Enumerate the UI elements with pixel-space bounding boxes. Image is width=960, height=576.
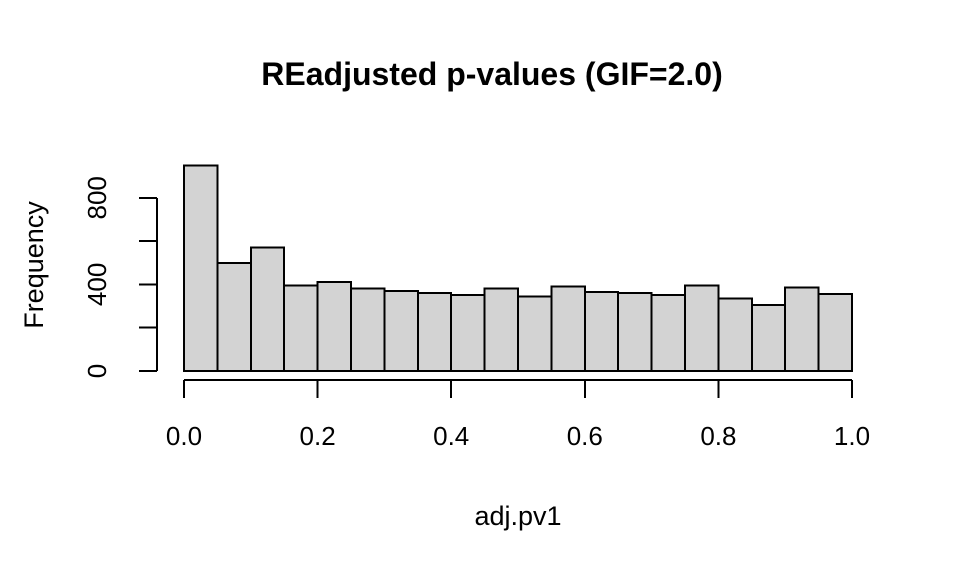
- histogram-bar: [750, 304, 787, 372]
- histogram-bar: [316, 281, 353, 373]
- histogram-bar: [383, 289, 419, 372]
- histogram-bar: [283, 284, 319, 372]
- histogram-bar: [350, 287, 386, 373]
- histogram-bar: [684, 284, 720, 372]
- histogram-bar: [483, 287, 520, 373]
- x-tick-label: 0.4: [433, 421, 469, 451]
- histogram-bar: [583, 291, 620, 372]
- histogram-bar: [216, 261, 252, 373]
- y-axis-title: Frequency: [19, 201, 49, 329]
- histogram-bar: [416, 292, 453, 373]
- y-tick-label: 0: [82, 364, 112, 378]
- histogram-bar: [784, 286, 820, 373]
- histogram-bar: [183, 164, 219, 372]
- x-axis-title: adj.pv1: [474, 501, 562, 531]
- x-tick-label: 0.6: [567, 421, 603, 451]
- histogram-bar: [517, 295, 553, 372]
- x-tick-label: 0.2: [300, 421, 336, 451]
- histogram-bar: [650, 294, 686, 373]
- y-tick-label: 800: [82, 176, 112, 219]
- chart-title: REadjusted p-values (GIF=2.0): [261, 56, 723, 92]
- histogram-bar: [249, 246, 286, 373]
- histogram-bar: [550, 285, 586, 373]
- x-tick-label: 1.0: [834, 421, 870, 451]
- histogram-bar: [450, 294, 486, 373]
- histogram-bar: [717, 297, 753, 372]
- y-tick-label: 400: [82, 263, 112, 306]
- x-tick-label: 0.8: [700, 421, 736, 451]
- histogram-bar: [817, 293, 853, 373]
- x-tick-label: 0.0: [166, 421, 202, 451]
- histogram-bar: [617, 292, 653, 373]
